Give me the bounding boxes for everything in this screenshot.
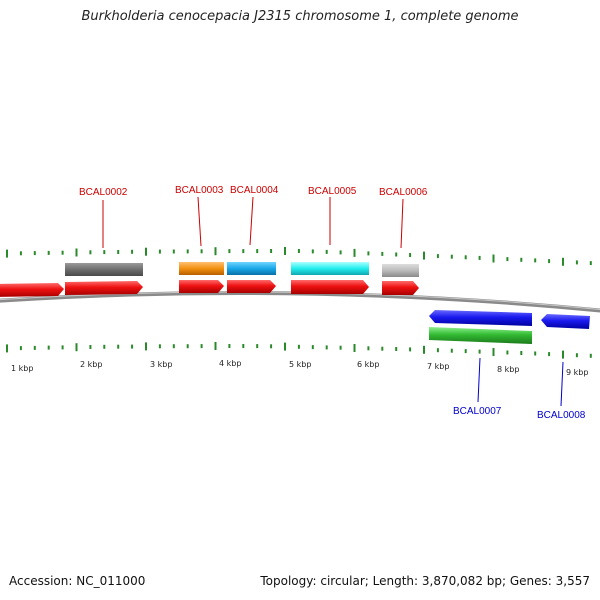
scale-label-7kbp: 7 kbp — [427, 362, 449, 371]
reverse-leader-lines — [477, 357, 564, 407]
gene-feature-bcal0004[interactable] — [227, 262, 276, 275]
forward-leader-lines — [102, 196, 404, 249]
scale-label-2kbp: 2 kbp — [80, 360, 102, 369]
cds-arrow-reverse-bcal0008[interactable] — [541, 314, 590, 329]
gene-label-bcal0008: BCAL0008 — [537, 410, 586, 421]
gene-label-bcal0003: BCAL0003 — [175, 185, 224, 196]
scale-label-4kbp: 4 kbp — [219, 359, 241, 368]
cds-arrow-forward[interactable] — [382, 281, 419, 295]
scale-label-5kbp: 5 kbp — [289, 360, 311, 369]
gene-label-bcal0002: BCAL0002 — [79, 187, 128, 198]
gene-label-bcal0005: BCAL0005 — [308, 186, 357, 197]
scale-label-3kbp: 3 kbp — [150, 360, 172, 369]
scale-label-6kbp: 6 kbp — [357, 360, 379, 369]
cds-arrow-forward[interactable] — [0, 283, 64, 297]
gene-feature-bcal0006[interactable] — [382, 264, 419, 277]
genome-summary-text: Topology: circular; Length: 3,870,082 bp… — [260, 574, 590, 588]
gene-label-bcal0007: BCAL0007 — [453, 406, 502, 417]
scale-label-9kbp: 9 kbp — [566, 368, 588, 377]
map-title: Burkholderia cenocepacia J2315 chromosom… — [81, 9, 519, 24]
cds-arrow-forward[interactable] — [291, 280, 369, 294]
gene-label-bcal0004: BCAL0004 — [230, 185, 279, 196]
inner-scale-ticks — [6, 342, 592, 359]
cds-arrow-forward[interactable] — [179, 280, 224, 293]
gene-feature-bcal0005[interactable] — [291, 262, 369, 275]
cds-arrow-forward[interactable] — [65, 281, 143, 295]
accession-text: Accession: NC_011000 — [9, 574, 146, 588]
gene-feature-bcal0003[interactable] — [179, 262, 224, 275]
outer-scale-ticks — [6, 247, 592, 266]
gene-label-bcal0006: BCAL0006 — [379, 187, 428, 198]
cds-arrow-forward[interactable] — [227, 280, 276, 293]
scale-label-1kbp: 1 kbp — [11, 364, 33, 373]
gene-feature-bcal0002[interactable] — [65, 263, 143, 276]
scale-label-8kbp: 8 kbp — [497, 365, 519, 374]
rna-feature-reverse[interactable] — [429, 327, 532, 344]
cds-arrow-reverse-bcal0007[interactable] — [429, 310, 532, 326]
